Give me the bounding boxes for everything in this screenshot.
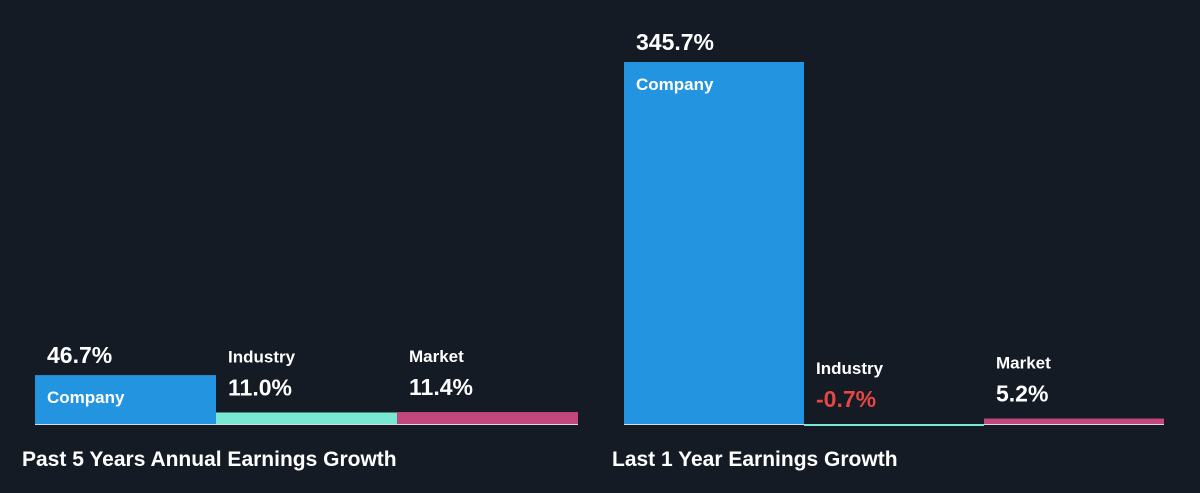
five-year-bar-market [397, 412, 578, 424]
five-year-category-label-industry: Industry [228, 347, 296, 366]
one-year-bar-market [984, 418, 1164, 424]
one-year-category-label-market: Market [996, 354, 1051, 373]
five-year-value-label-market: 11.4% [409, 374, 473, 400]
one-year-category-label-industry: Industry [816, 359, 884, 378]
five-year-category-label-company: Company [47, 388, 125, 407]
one-year-bar-company [624, 62, 804, 424]
one-year-value-label-company: 345.7% [636, 29, 714, 55]
one-year-value-label-market: 5.2% [996, 381, 1048, 407]
one-year-chart-title: Last 1 Year Earnings Growth [612, 448, 898, 471]
five-year-bar-company [35, 375, 216, 424]
one-year-category-label-company: Company [636, 75, 714, 94]
five-year-category-label-market: Market [409, 347, 464, 366]
five-year-bar-industry [216, 412, 397, 424]
one-year-bar-industry [804, 424, 984, 426]
five-year-value-label-industry: 11.0% [228, 374, 292, 400]
five-year-chart-title: Past 5 Years Annual Earnings Growth [22, 448, 397, 471]
five-year-value-label-company: 46.7% [47, 342, 112, 368]
one-year-value-label-industry: -0.7% [816, 386, 876, 412]
